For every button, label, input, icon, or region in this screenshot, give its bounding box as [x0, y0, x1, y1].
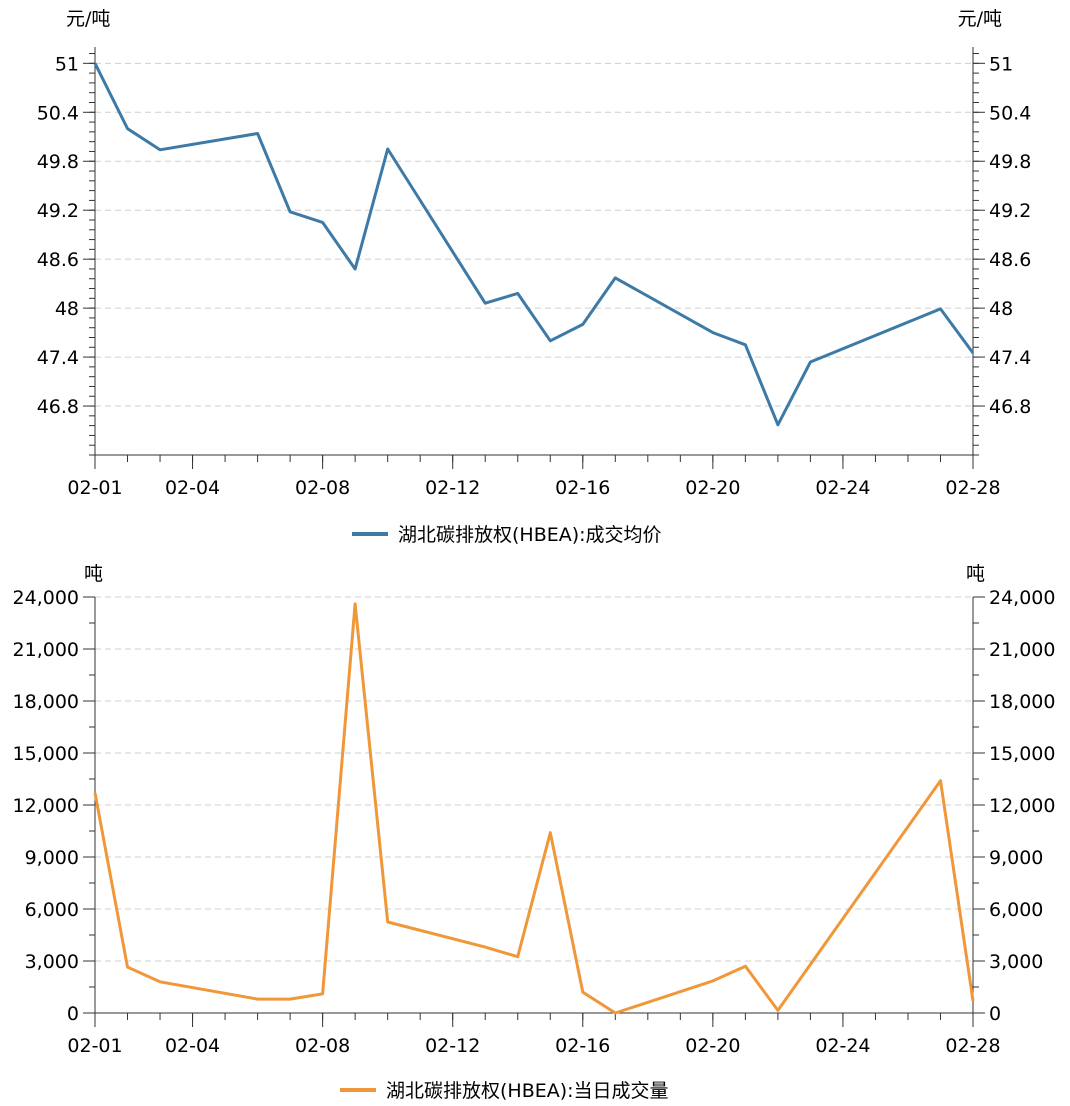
x-tick-label: 02-24: [815, 1035, 870, 1057]
y-tick-label-right: 3,000: [989, 951, 1043, 973]
grid-lines: [95, 596, 973, 1014]
x-tick-label: 02-20: [685, 477, 740, 499]
y-tick-label-right: 49.8: [989, 151, 1031, 173]
right-unit-label: 吨: [966, 563, 985, 585]
axes: 0 0 3,000 3,000 6,000 6,000 9,000 9,000 12,000 12…: [13, 587, 1056, 1057]
x-tick-label: 02-01: [67, 477, 122, 499]
legend[interactable]: 湖北碳排放权(HBEA):当日成交量: [340, 1080, 669, 1102]
y-tick-label-right: 12,000: [989, 795, 1055, 817]
legend-label: 湖北碳排放权(HBEA):当日成交量: [386, 1080, 669, 1102]
y-tick-label-right: 51: [989, 53, 1013, 75]
legend-label: 湖北碳排放权(HBEA):成交均价: [398, 524, 662, 546]
x-tick-label: 02-28: [945, 1035, 1000, 1057]
y-tick-label-right: 24,000: [989, 587, 1055, 609]
x-tick-label: 02-16: [555, 1035, 610, 1057]
y-tick-label-left: 0: [67, 1003, 79, 1025]
series-layer: [93, 602, 975, 1015]
y-tick-label-left: 50.4: [37, 102, 79, 124]
y-tick-label-right: 47.4: [989, 347, 1031, 369]
y-tick-label-left: 12,000: [13, 795, 79, 817]
x-tick-label: 02-08: [295, 477, 350, 499]
y-tick-label-left: 9,000: [25, 847, 79, 869]
y-tick-label-left: 3,000: [25, 951, 79, 973]
y-tick-label-right: 21,000: [989, 639, 1055, 661]
y-tick-label-right: 48.6: [989, 249, 1031, 271]
x-tick-label: 02-24: [815, 477, 870, 499]
y-tick-label-right: 48: [989, 298, 1013, 320]
y-tick-label-left: 51: [55, 53, 79, 75]
x-tick-label: 02-20: [685, 1035, 740, 1057]
y-tick-label-left: 49.2: [37, 200, 79, 222]
left-unit-label: 元/吨: [66, 8, 110, 30]
right-unit-label: 元/吨: [958, 8, 1002, 30]
y-tick-label-right: 15,000: [989, 743, 1055, 765]
y-tick-label-right: 9,000: [989, 847, 1043, 869]
y-tick-label-left: 18,000: [13, 691, 79, 713]
x-tick-label: 02-01: [67, 1035, 122, 1057]
y-tick-label-right: 0: [989, 1003, 1001, 1025]
x-tick-label: 02-04: [165, 1035, 220, 1057]
legend[interactable]: 湖北碳排放权(HBEA):成交均价: [352, 524, 662, 546]
series-layer: [93, 62, 975, 427]
series-line: [93, 62, 975, 427]
y-tick-label-left: 15,000: [13, 743, 79, 765]
y-tick-label-right: 50.4: [989, 102, 1031, 124]
y-tick-label-left: 24,000: [13, 587, 79, 609]
y-tick-label-left: 47.4: [37, 347, 79, 369]
price-chart: 元/吨 元/吨 51 51 50.4 50.4 49.8 49.8 49.2 49.2 48.6…: [37, 8, 1032, 546]
volume-chart: 吨 吨 0 0 3,000 3,000 6,000 6,000 9,000 9,000 12,0…: [13, 563, 1056, 1102]
y-tick-label-left: 46.8: [37, 396, 79, 418]
y-tick-label-right: 49.2: [989, 200, 1031, 222]
y-tick-label-right: 18,000: [989, 691, 1055, 713]
y-tick-label-left: 49.8: [37, 151, 79, 173]
y-tick-label-left: 48.6: [37, 249, 79, 271]
series-line: [93, 602, 975, 1015]
x-tick-label: 02-12: [425, 477, 480, 499]
axes: 51 51 50.4 50.4 49.8 49.8 49.2 49.2 48.6 48.6 48 48…: [37, 47, 1031, 499]
y-tick-label-left: 6,000: [25, 899, 79, 921]
x-tick-label: 02-16: [555, 477, 610, 499]
y-tick-label-right: 6,000: [989, 899, 1043, 921]
x-tick-label: 02-28: [945, 477, 1000, 499]
grid-lines: [95, 62, 973, 407]
x-tick-label: 02-12: [425, 1035, 480, 1057]
y-tick-label-right: 46.8: [989, 396, 1031, 418]
x-tick-label: 02-04: [165, 477, 220, 499]
y-tick-label-left: 21,000: [13, 639, 79, 661]
y-tick-label-left: 48: [55, 298, 79, 320]
x-tick-label: 02-08: [295, 1035, 350, 1057]
left-unit-label: 吨: [84, 563, 103, 585]
